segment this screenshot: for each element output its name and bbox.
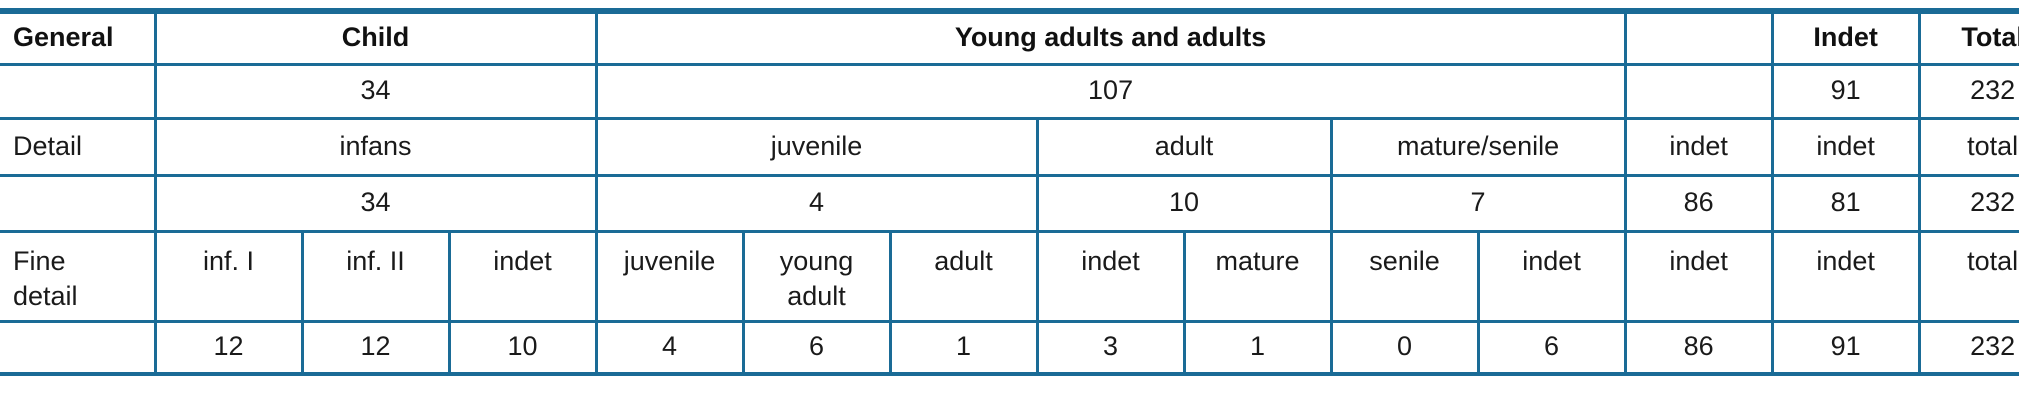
header-cell: mature/senile	[1329, 116, 1627, 177]
header-cell: total	[1917, 229, 2019, 323]
count-cell: 3	[1035, 319, 1186, 376]
row-general-counts: 34 107 91 232	[0, 62, 2019, 120]
header-cell: indet	[1770, 229, 1921, 323]
count-cell: 86	[1623, 319, 1774, 376]
header-cell: indet	[1770, 116, 1921, 177]
count-cell: 107	[594, 62, 1627, 120]
count-cell: 81	[1770, 173, 1921, 233]
count-cell: 0	[1329, 319, 1480, 376]
count-cell: 1	[888, 319, 1039, 376]
header-cell: indet	[1623, 116, 1774, 177]
empty-cell	[0, 173, 157, 233]
empty-cell	[0, 62, 157, 120]
header-cell: total	[1917, 116, 2019, 177]
header-cell: juvenile	[594, 116, 1039, 177]
count-cell: 232	[1917, 62, 2019, 120]
count-cell: 91	[1770, 319, 1921, 376]
row-fine-detail-header: Fine detail inf. I inf. II indet juvenil…	[0, 229, 2019, 323]
header-cell: adult	[1035, 116, 1333, 177]
row-general-header: General Child Young adults and adults In…	[0, 9, 2019, 66]
count-cell: 34	[153, 62, 598, 120]
header-cell: infans	[153, 116, 598, 177]
empty-cell	[1623, 62, 1774, 120]
count-cell: 7	[1329, 173, 1627, 233]
count-cell: 12	[300, 319, 451, 376]
count-cell: 1	[1182, 319, 1333, 376]
header-cell: senile	[1329, 229, 1480, 323]
age-distribution-table: General Child Young adults and adults In…	[0, 8, 2019, 376]
row-detail-counts: 34 4 10 7 86 81 232	[0, 173, 2019, 233]
count-cell: 232	[1917, 319, 2019, 376]
empty-cell	[0, 319, 157, 376]
count-cell: 12	[153, 319, 304, 376]
header-young-adults-and-adults: Young adults and adults	[594, 9, 1627, 66]
count-cell: 10	[1035, 173, 1333, 233]
header-child: Child	[153, 9, 598, 66]
header-cell: indet	[1476, 229, 1627, 323]
header-cell: indet	[1035, 229, 1186, 323]
row-label-detail: Detail	[0, 116, 157, 177]
header-cell: young adult	[741, 229, 892, 323]
count-cell: 6	[741, 319, 892, 376]
count-cell: 6	[1476, 319, 1627, 376]
row-label-fine-detail: Fine detail	[0, 229, 157, 323]
count-cell: 10	[447, 319, 598, 376]
header-cell: adult	[888, 229, 1039, 323]
count-cell: 4	[594, 319, 745, 376]
header-cell: indet	[447, 229, 598, 323]
header-indet: Indet	[1770, 9, 1921, 66]
row-detail-header: Detail infans juvenile adult mature/seni…	[0, 116, 2019, 177]
header-total: Total	[1917, 9, 2019, 66]
count-cell: 232	[1917, 173, 2019, 233]
count-cell: 86	[1623, 173, 1774, 233]
header-cell: indet	[1623, 229, 1774, 323]
header-cell: mature	[1182, 229, 1333, 323]
row-fine-detail-counts: 12 12 10 4 6 1 3 1 0 6 86 91 232	[0, 319, 2019, 376]
header-general: General	[0, 9, 157, 66]
header-cell: juvenile	[594, 229, 745, 323]
count-cell: 4	[594, 173, 1039, 233]
header-cell: inf. II	[300, 229, 451, 323]
empty-cell	[1623, 9, 1774, 66]
count-cell: 91	[1770, 62, 1921, 120]
count-cell: 34	[153, 173, 598, 233]
header-cell: inf. I	[153, 229, 304, 323]
